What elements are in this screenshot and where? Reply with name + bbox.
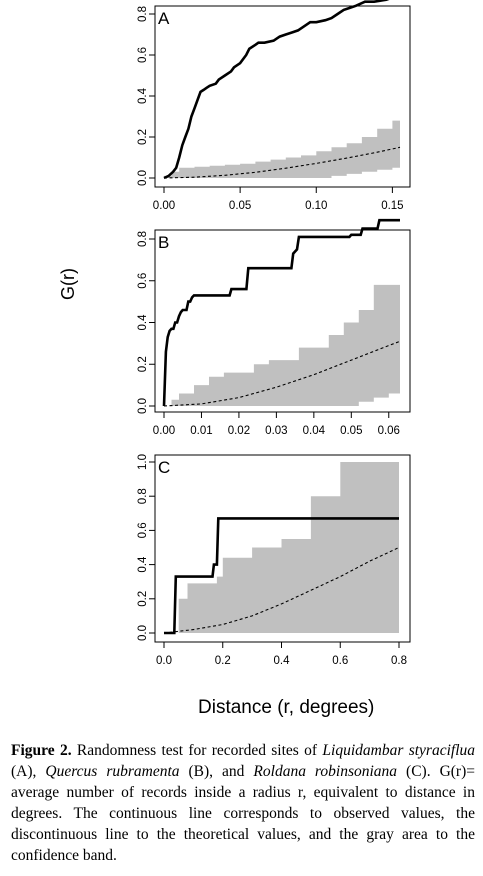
confidence-band <box>164 116 400 178</box>
caption-species-c: Roldana robinsoniana <box>253 763 398 780</box>
y-tick-label: 0.4 <box>137 314 149 331</box>
y-tick-label: 0.6 <box>137 522 149 538</box>
y-tick-label: 0.2 <box>137 129 149 145</box>
caption-text: (B), and <box>179 763 254 780</box>
theoretical-line <box>163 146 401 179</box>
y-tick-label: 0.8 <box>137 6 149 22</box>
panel-label: A <box>158 9 170 28</box>
confidence-band <box>164 284 400 406</box>
caption-text: Randomness test for recorded sites of <box>71 742 323 759</box>
x-tick-label: 0.05 <box>229 200 251 212</box>
caption-text: (C). G(r)= average number of records ins… <box>11 763 475 864</box>
y-tick-label: 0.8 <box>137 488 149 504</box>
confidence-band <box>164 462 399 633</box>
x-tick-label: 0.02 <box>228 425 250 437</box>
y-tick-label: 0.4 <box>137 87 149 104</box>
y-tick-label: 0.6 <box>137 273 149 289</box>
y-tick-label: 0.2 <box>137 356 149 372</box>
observed-line <box>164 517 399 635</box>
y-tick-label: 0.0 <box>137 170 149 186</box>
caption-figure-label: Figure 2. <box>11 742 72 759</box>
y-tick-label: 0.2 <box>137 591 149 607</box>
x-tick-label: 0.15 <box>381 200 403 212</box>
y-tick-label: 0.0 <box>137 398 149 414</box>
y-tick-label: 0.0 <box>137 625 149 641</box>
y-tick-label: 0.8 <box>137 231 149 247</box>
chart-panel-c: C 0.0 0.2 0.4 0.6 0.8 0.0 0.2 0.4 0.6 0.8 1.0 <box>137 454 411 667</box>
x-tick-label: 0.04 <box>303 425 326 437</box>
plot-frame <box>154 229 411 413</box>
figure-panels: A 0.00 0.05 0.10 0.15 0.0 0.2 0.4 0.6 0.8 B 0.00 0.0… <box>137 0 411 667</box>
x-tick-label: 0.8 <box>391 655 407 667</box>
y-tick-label: 1.0 <box>137 454 149 470</box>
panel-label: B <box>158 233 169 252</box>
theoretical-line <box>163 547 400 634</box>
caption-species-a: Liquidambar styraciflua <box>322 742 476 759</box>
y-tick-label: 0.6 <box>137 47 149 63</box>
observed-line <box>162 218 400 407</box>
chart-panel-b: B 0.00 0.01 0.02 0.03 0.04 0.05 0.06 0.0 0.2 0.4 0.… <box>137 218 411 437</box>
observed-line <box>163 0 390 180</box>
x-tick-label: 0.05 <box>340 425 362 437</box>
y-axis-label: G(r) <box>58 268 78 300</box>
figure-caption: Figure 2. Randomness test for recorded s… <box>11 740 475 866</box>
x-tick-label: 0.10 <box>305 200 327 212</box>
x-tick-label: 0.00 <box>153 200 175 212</box>
plot-frame <box>154 454 411 643</box>
theoretical-line <box>163 340 401 407</box>
y-tick-label: 0.4 <box>137 556 149 573</box>
x-tick-label: 0.6 <box>332 655 348 667</box>
caption-text: (A), <box>11 763 46 780</box>
panel-label: C <box>158 458 170 477</box>
x-tick-label: 0.0 <box>156 655 172 667</box>
x-tick-label: 0.00 <box>153 425 175 437</box>
x-tick-label: 0.4 <box>274 655 291 667</box>
x-tick-label: 0.2 <box>215 655 231 667</box>
caption-species-b: Quercus rubramenta <box>45 763 180 780</box>
x-tick-label: 0.01 <box>190 425 212 437</box>
x-axis-label: Distance (r, degrees) <box>198 697 375 718</box>
x-tick-label: 0.06 <box>378 425 400 437</box>
chart-panel-a: A 0.00 0.05 0.10 0.15 0.0 0.2 0.4 0.6 0.8 <box>137 0 411 212</box>
x-tick-label: 0.03 <box>265 425 287 437</box>
